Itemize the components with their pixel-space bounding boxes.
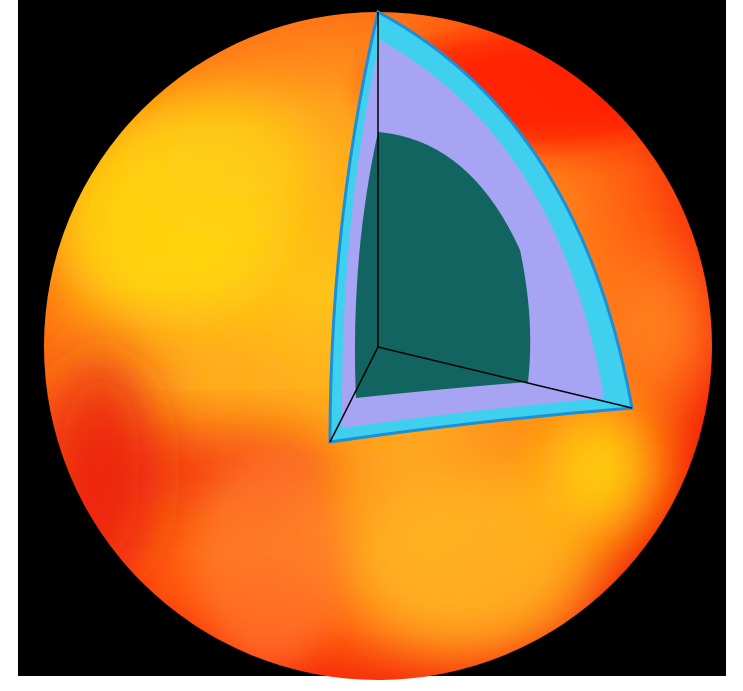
streak bbox=[200, 450, 340, 670]
core bbox=[354, 132, 531, 398]
axis-line bbox=[377, 346, 633, 409]
yellow-patch bbox=[340, 460, 600, 660]
yellow-patch bbox=[140, 100, 320, 220]
orange-patch bbox=[610, 260, 710, 400]
yellow-patch bbox=[540, 400, 660, 540]
axis-line bbox=[329, 346, 379, 443]
outer-shell-edge bbox=[328, 9, 634, 444]
